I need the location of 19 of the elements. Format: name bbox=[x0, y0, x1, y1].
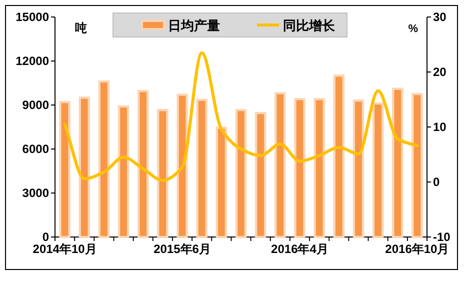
x-tick-label: 2016年4月 bbox=[271, 242, 328, 256]
y-tick-label: 12000 bbox=[16, 54, 50, 68]
x-tick-label: 2014年10月 bbox=[32, 242, 97, 256]
y-axis-title: 吨 bbox=[75, 21, 87, 35]
x-tick-label: 2015年6月 bbox=[154, 242, 211, 256]
y2-tick-label: 10 bbox=[433, 120, 447, 134]
legend-label: 日均产量 bbox=[168, 18, 220, 33]
y-tick-label: 6000 bbox=[22, 142, 50, 156]
y2-tick-label: 0 bbox=[433, 175, 440, 189]
y2-axis-title: % bbox=[408, 23, 418, 35]
y2-tick-label: -10 bbox=[433, 230, 451, 244]
y-tick-label: 15000 bbox=[16, 10, 50, 24]
y-tick-label: 3000 bbox=[22, 186, 50, 200]
x-tick-label: 2016年10月 bbox=[385, 242, 450, 256]
y2-tick-label: 30 bbox=[433, 10, 447, 24]
y2-tick-label: 20 bbox=[433, 65, 447, 79]
y-tick-label: 9000 bbox=[22, 98, 50, 112]
y-tick-label: 0 bbox=[42, 230, 50, 244]
legend-label: 同比增长 bbox=[283, 18, 336, 33]
